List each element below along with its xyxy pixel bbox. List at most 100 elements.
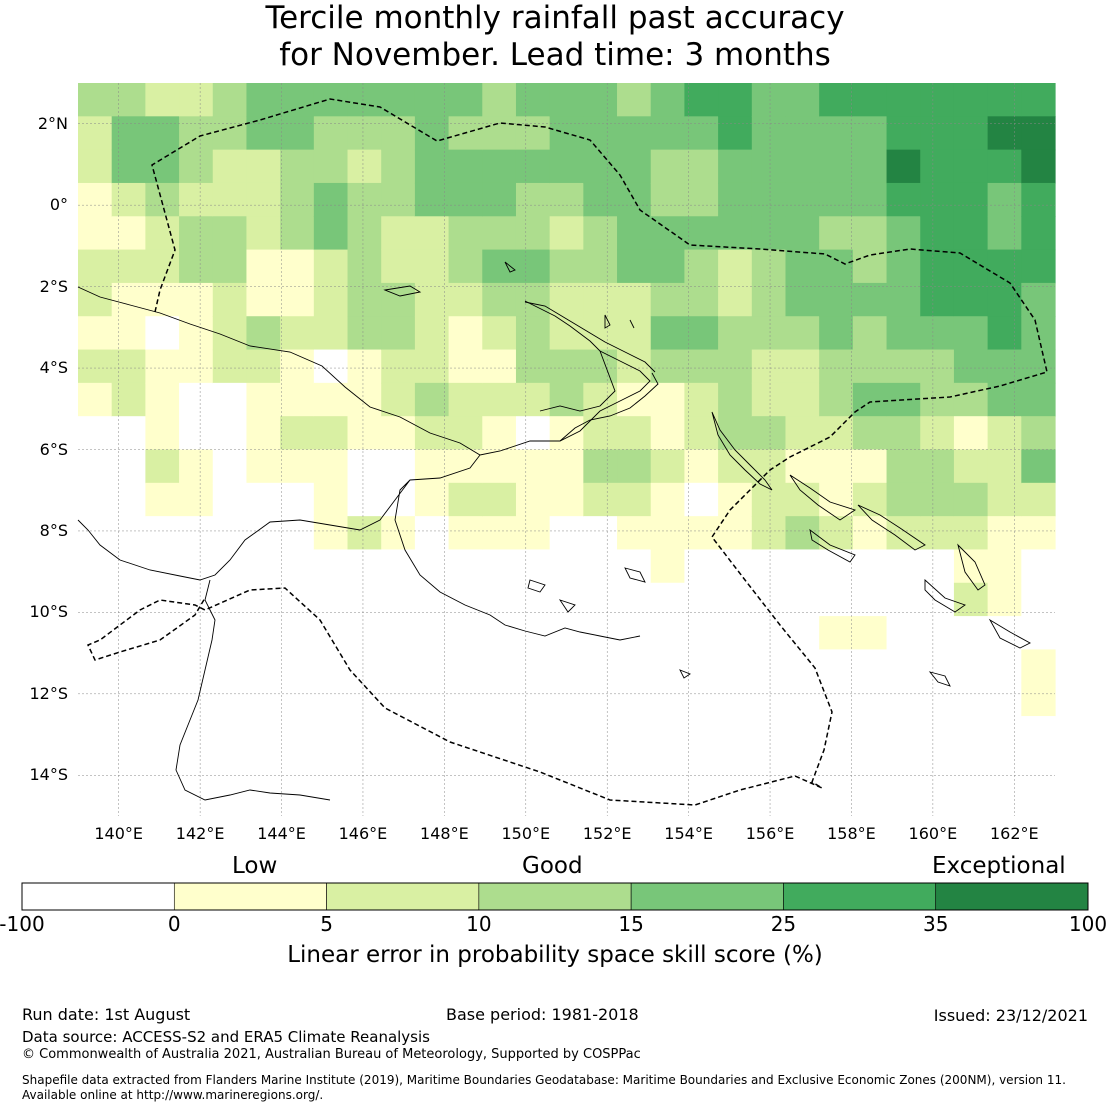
skill-cell <box>111 416 146 451</box>
skill-cell <box>515 349 551 384</box>
skill-cell <box>819 682 854 717</box>
skill-cell <box>448 582 483 617</box>
skill-cell <box>953 749 989 784</box>
skill-cell <box>381 83 416 117</box>
skill-cell <box>718 216 753 251</box>
skill-cell <box>953 83 989 117</box>
skill-cell <box>381 549 416 584</box>
skill-cell <box>617 782 652 817</box>
skill-cell <box>549 216 584 251</box>
skill-cell <box>920 682 955 717</box>
skill-cell <box>347 749 382 784</box>
skill-cell <box>617 549 652 584</box>
skill-cell <box>145 316 180 351</box>
skill-cell <box>886 682 921 717</box>
skill-cell <box>381 216 416 251</box>
skill-cell <box>650 449 686 484</box>
skill-cell <box>987 549 1022 584</box>
skill-cell <box>684 182 719 217</box>
skill-cell <box>482 282 517 317</box>
skill-cell <box>347 482 382 517</box>
skill-cell <box>1021 649 1056 684</box>
skill-cell <box>145 749 180 784</box>
skill-cell <box>617 416 652 451</box>
colorbar-segment <box>173 882 327 911</box>
skill-cell <box>179 516 214 551</box>
map-title: Tercile monthly rainfall past accuracy f… <box>0 0 1110 74</box>
colorbar-segment <box>21 882 175 911</box>
skill-cell <box>414 416 450 451</box>
skill-cell <box>313 83 349 117</box>
skill-cell <box>448 83 483 117</box>
skill-cell <box>246 116 281 151</box>
skill-cell <box>852 516 888 551</box>
skill-cell <box>414 649 450 684</box>
skill-cell <box>482 116 517 151</box>
skill-cell <box>718 516 753 551</box>
skill-cell <box>313 649 349 684</box>
skill-cell <box>684 382 719 417</box>
skill-cell <box>111 749 146 784</box>
skill-cell <box>785 716 820 750</box>
skill-cell <box>515 516 551 551</box>
colorbar-category-low: Low <box>232 853 278 879</box>
skill-cell <box>583 649 618 684</box>
skill-cell <box>280 216 315 251</box>
skill-cell <box>515 649 551 684</box>
skill-cell <box>78 116 113 151</box>
skill-cell <box>852 182 888 217</box>
skill-cell <box>448 682 483 717</box>
skill-cell <box>212 649 248 684</box>
skill-cell <box>852 249 888 284</box>
skill-cell <box>482 782 517 817</box>
skill-cell <box>920 482 955 517</box>
skill-cell <box>381 349 416 384</box>
skill-cell <box>1021 549 1056 584</box>
skill-cell <box>78 749 113 784</box>
base-period: Base period: 1981-2018 <box>446 1005 639 1024</box>
skill-cell <box>212 682 248 717</box>
skill-cell <box>953 549 989 584</box>
skill-cell <box>684 116 719 151</box>
skill-cell <box>650 516 686 551</box>
skill-cell <box>280 782 315 817</box>
skill-cell <box>78 616 113 651</box>
skill-cell <box>78 182 113 217</box>
skill-cell <box>549 782 584 817</box>
skill-cell <box>953 649 989 684</box>
skill-cell <box>246 382 281 417</box>
skill-cell <box>751 116 787 151</box>
skill-cell <box>347 216 382 251</box>
skill-cell <box>212 416 248 451</box>
skill-cell <box>920 316 955 351</box>
skill-cell <box>246 716 281 750</box>
skill-cell <box>617 682 652 717</box>
skill-cell <box>886 549 921 584</box>
skill-cell <box>280 83 315 117</box>
skill-cell <box>583 449 618 484</box>
skill-cell <box>414 316 450 351</box>
skill-cell <box>650 649 686 684</box>
skill-cell <box>78 282 113 317</box>
skill-cell <box>1021 682 1056 717</box>
skill-cell <box>852 582 888 617</box>
skill-cell <box>280 449 315 484</box>
skill-cell <box>583 216 618 251</box>
skill-cell <box>246 216 281 251</box>
skill-cell <box>145 182 180 217</box>
skill-cell <box>78 416 113 451</box>
skill-cell <box>482 216 517 251</box>
skill-cell <box>145 216 180 251</box>
skill-cell <box>751 749 787 784</box>
skill-cell <box>246 316 281 351</box>
skill-cell <box>718 349 753 384</box>
skill-cell <box>549 582 584 617</box>
skill-cell <box>111 549 146 584</box>
skill-cell <box>751 549 787 584</box>
skill-cell <box>381 616 416 651</box>
skill-cell <box>819 616 854 651</box>
skill-cell <box>78 549 113 584</box>
skill-cell <box>179 416 214 451</box>
skill-cell <box>920 249 955 284</box>
skill-cell <box>617 282 652 317</box>
